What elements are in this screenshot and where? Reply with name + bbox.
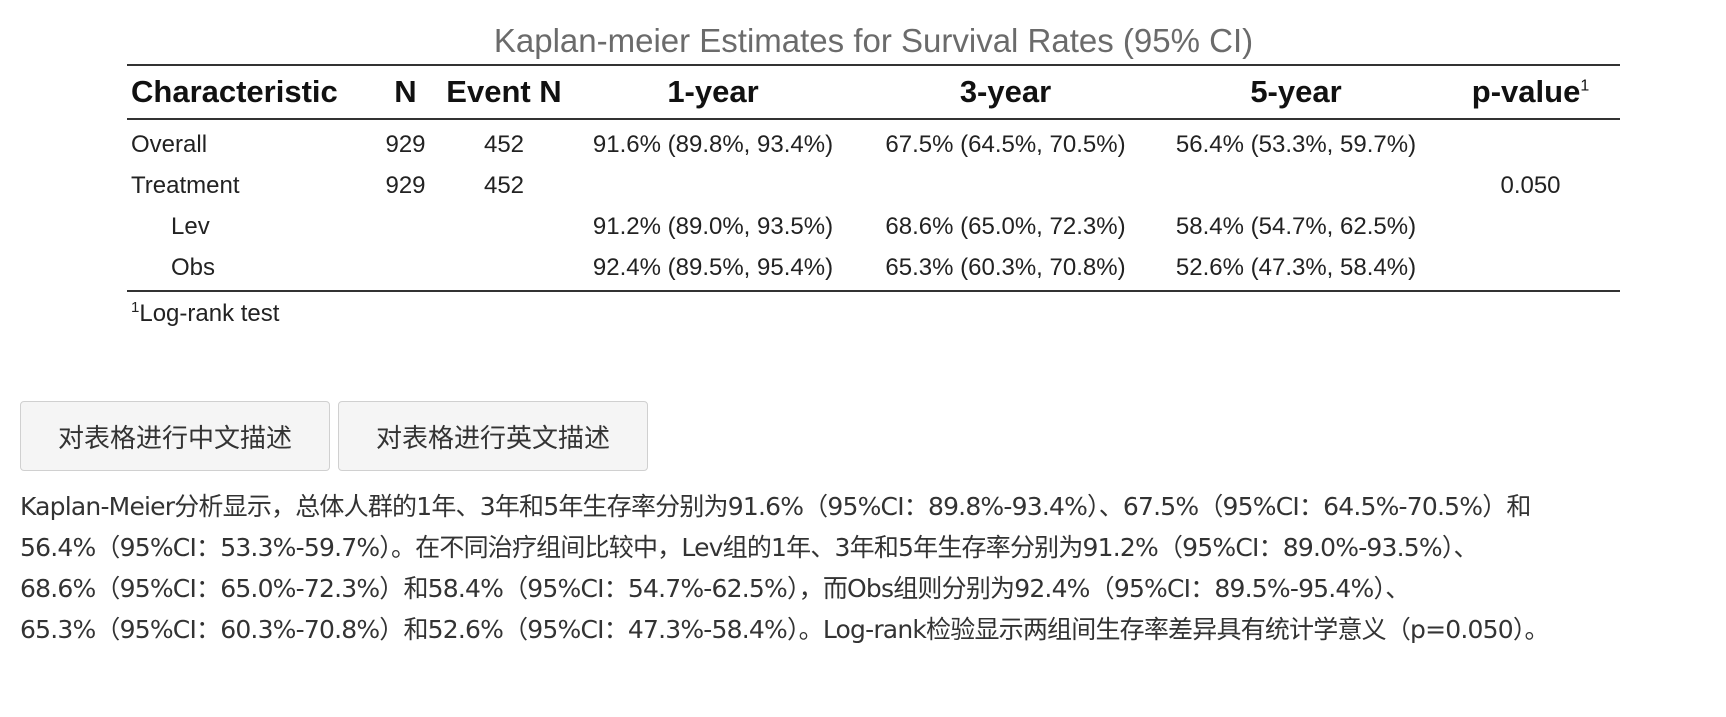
- table-row-treatment: Treatment 929 452 0.050: [127, 165, 1620, 206]
- row-label: Treatment: [131, 171, 240, 199]
- description-line: 65.3%（95%CI：60.3%-70.8%）和52.6%（95%CI：47.…: [20, 615, 1550, 644]
- table-row-lev: Lev 91.2% (89.0%, 93.5%) 68.6% (65.0%, 7…: [127, 206, 1620, 247]
- cell-event-n: [442, 247, 566, 291]
- table-header-row: Characteristic N Event N 1-year 3-year 5…: [127, 65, 1620, 120]
- cell-5-year: 56.4% (53.3%, 59.7%): [1175, 130, 1417, 158]
- p-value-label: p-value: [1471, 74, 1581, 109]
- cell-event-n: 452: [483, 171, 525, 199]
- describe-in-chinese-button[interactable]: 对表格进行中文描述: [20, 401, 330, 471]
- cell-3-year: 67.5% (64.5%, 70.5%): [885, 130, 1126, 158]
- cell-event-n: 452: [483, 130, 525, 158]
- cell-n: 929: [385, 171, 426, 199]
- row-label: Obs: [171, 253, 216, 281]
- p-value-footnote-mark: 1: [1580, 77, 1590, 95]
- cell-p-value: 0.050: [1500, 171, 1561, 199]
- cell-1-year: 92.4% (89.5%, 95.4%): [592, 253, 834, 281]
- cell-5-year: 58.4% (54.7%, 62.5%): [1175, 212, 1417, 240]
- cell-3-year: 65.3% (60.3%, 70.8%): [885, 253, 1126, 281]
- description-line: 68.6%（95%CI：65.0%-72.3%）和58.4%（95%CI：54.…: [20, 574, 1410, 603]
- description-button-group: 对表格进行中文描述 对表格进行英文描述: [20, 401, 648, 471]
- cell-n: [369, 247, 442, 291]
- survival-table: Characteristic N Event N 1-year 3-year 5…: [127, 64, 1620, 292]
- cell-n: [369, 206, 442, 247]
- cell-p-value: [1441, 206, 1620, 247]
- cell-5-year: 52.6% (47.3%, 58.4%): [1175, 253, 1417, 281]
- footnote-mark: 1: [131, 299, 140, 316]
- row-label: Overall: [131, 130, 208, 158]
- col-header-p-value: p-value1: [1441, 65, 1620, 120]
- table-description-text: Kaplan-Meier分析显示，总体人群的1年、3年和5年生存率分别为91.6…: [20, 486, 1710, 650]
- cell-3-year: 68.6% (65.0%, 72.3%): [885, 212, 1126, 240]
- cell-1-year: 91.2% (89.0%, 93.5%): [592, 212, 834, 240]
- cell-5-year: [1151, 165, 1441, 206]
- row-label: Lev: [171, 212, 210, 240]
- table-title: Kaplan-meier Estimates for Survival Rate…: [493, 22, 1254, 59]
- cell-p-value: [1441, 119, 1620, 165]
- table-row-overall: Overall 929 452 91.6% (89.8%, 93.4%) 67.…: [127, 119, 1620, 165]
- cell-n: 929: [385, 130, 426, 158]
- description-line: 56.4%（95%CI：53.3%-59.7%）。在不同治疗组间比较中，Lev组…: [20, 533, 1479, 562]
- col-header-5-year: 5-year: [1151, 65, 1441, 120]
- survival-table-container: Kaplan-meier Estimates for Survival Rate…: [127, 18, 1620, 328]
- col-header-n: N: [369, 65, 442, 120]
- cell-1-year: [566, 165, 860, 206]
- cell-3-year: [860, 165, 1151, 206]
- cell-p-value: [1441, 247, 1620, 291]
- description-line: Kaplan-Meier分析显示，总体人群的1年、3年和5年生存率分别为91.6…: [20, 492, 1531, 521]
- col-header-characteristic: Characteristic: [127, 65, 369, 120]
- cell-event-n: [442, 206, 566, 247]
- col-header-3-year: 3-year: [860, 65, 1151, 120]
- footnote-text: Log-rank test: [139, 300, 280, 327]
- describe-in-english-button[interactable]: 对表格进行英文描述: [338, 401, 648, 471]
- col-header-1-year: 1-year: [566, 65, 860, 120]
- cell-1-year: 91.6% (89.8%, 93.4%): [592, 130, 834, 158]
- table-row-obs: Obs 92.4% (89.5%, 95.4%) 65.3% (60.3%, 7…: [127, 247, 1620, 291]
- table-footnote: 1Log-rank test: [127, 300, 1620, 328]
- col-header-event-n: Event N: [442, 65, 566, 120]
